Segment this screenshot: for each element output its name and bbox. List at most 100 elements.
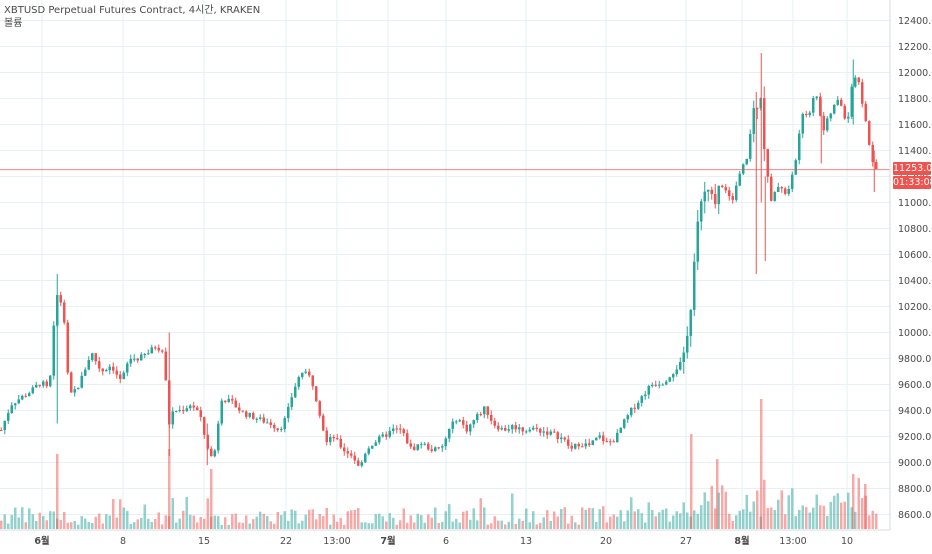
candle-body <box>63 302 66 323</box>
candle-body <box>392 428 395 432</box>
candle-body <box>59 295 62 303</box>
volume-bar <box>847 492 850 529</box>
price-axis[interactable]: 12400.0 12200.0 12000.0 11800.0 11600.0 11400… <box>898 16 932 521</box>
volume-bar <box>794 516 797 529</box>
candle-body <box>364 453 367 463</box>
candle-body <box>490 414 493 421</box>
volume-bar <box>665 508 668 529</box>
candle-body <box>21 395 24 400</box>
volume-bar <box>185 497 188 529</box>
candle-body <box>315 386 318 402</box>
volume-bar <box>707 501 710 529</box>
candle-body <box>455 421 458 423</box>
candle-body <box>675 369 678 375</box>
price-tick-label: 10800.0 <box>898 224 932 235</box>
volume-bar <box>721 485 724 529</box>
candle-body <box>220 400 223 424</box>
candle-body <box>724 187 727 191</box>
volume-bar <box>325 507 328 529</box>
volume-bar <box>234 513 237 529</box>
candle-body <box>742 164 745 174</box>
volume-bar <box>0 520 3 529</box>
candle-body <box>413 446 416 450</box>
candle-body <box>794 160 797 175</box>
volume-bar <box>255 516 258 529</box>
candle-body <box>161 350 164 352</box>
volume-bar <box>763 479 766 529</box>
volume-bar <box>143 504 146 529</box>
candle-body <box>854 77 857 87</box>
volume-bar <box>462 511 465 529</box>
candle-body <box>749 133 752 159</box>
volume-bar <box>329 524 332 529</box>
candle-body <box>10 405 13 414</box>
volume-bar <box>73 520 76 529</box>
volume-bar <box>199 516 202 529</box>
volume-bar <box>514 523 517 529</box>
volume-bar <box>304 514 307 529</box>
volume-bar <box>602 506 605 529</box>
candle-body <box>735 185 738 200</box>
time-tick-label: 22 <box>280 536 292 547</box>
candle-body <box>598 435 601 438</box>
volume-bar <box>553 511 556 529</box>
candle-body <box>178 409 181 412</box>
price-tick-label: 9400.0 <box>898 406 931 417</box>
time-axis[interactable]: 6월 8 15 22 13:00 7월 6 13 20 27 8월 13:00 10 <box>34 535 853 547</box>
candle-body <box>504 427 507 431</box>
volume-bar <box>84 518 87 529</box>
volume-bar <box>28 508 31 529</box>
candle-body <box>532 427 535 430</box>
candle-body <box>640 396 643 403</box>
volume-bar <box>150 522 153 529</box>
candle-body <box>273 424 276 429</box>
volume-bar <box>833 495 836 529</box>
candle-body <box>591 440 594 446</box>
candle-body <box>122 372 125 380</box>
volume-bar <box>392 517 395 529</box>
time-tick-label: 13:00 <box>779 536 806 547</box>
candle-body <box>255 418 258 420</box>
volume-bar <box>588 507 591 529</box>
volume-bar <box>539 522 542 529</box>
candle-body <box>357 460 360 466</box>
volume-bar <box>651 510 654 529</box>
volume-bar <box>745 494 748 529</box>
volume-bar <box>276 511 279 529</box>
volume-bar <box>283 511 286 529</box>
candle-body <box>780 187 783 189</box>
volume-bar <box>273 523 276 529</box>
volume-bar <box>451 521 454 529</box>
price-tick-label: 9200.0 <box>898 432 931 443</box>
candle-body <box>661 384 664 386</box>
candle-body <box>84 369 87 376</box>
candle-body <box>416 444 419 450</box>
volume-bar <box>605 522 608 529</box>
volume-bar <box>17 517 20 529</box>
volume-bar <box>336 521 339 529</box>
time-tick-label: 8 <box>120 536 126 547</box>
candle-body <box>770 176 773 201</box>
candle-body <box>448 428 451 439</box>
candle-body <box>791 174 794 189</box>
volume-bar <box>840 502 843 529</box>
volume-bar <box>409 515 412 529</box>
volume-bar <box>868 515 871 529</box>
volume-bar <box>756 490 759 529</box>
volume-bar <box>826 515 829 529</box>
candle-body <box>875 162 878 169</box>
candle-body <box>836 99 839 105</box>
volume-bar <box>332 514 335 529</box>
candle-body <box>609 441 612 443</box>
volume-bar <box>570 515 573 529</box>
candle-body <box>689 309 692 336</box>
candle-body <box>644 394 647 397</box>
volume-bar <box>766 508 769 529</box>
candle-body <box>451 421 454 429</box>
volume-bar <box>308 509 311 529</box>
candle-body <box>539 428 542 433</box>
volume-bar <box>357 507 360 529</box>
volume-bar <box>479 498 482 529</box>
